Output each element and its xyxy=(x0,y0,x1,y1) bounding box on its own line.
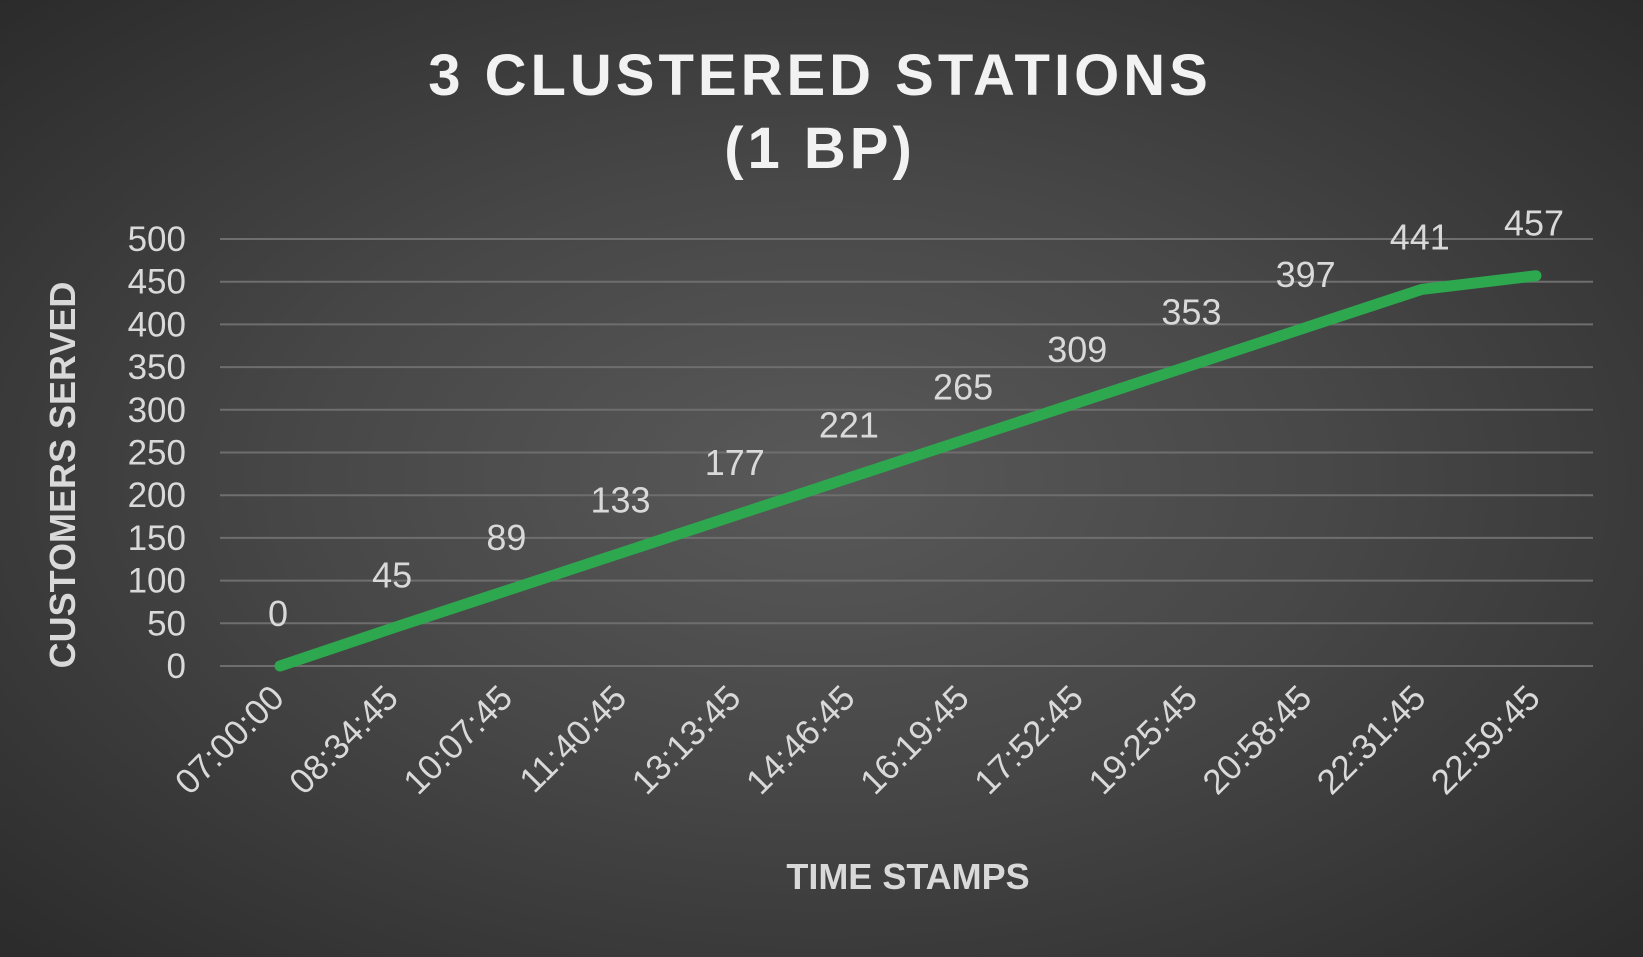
chart-title-line-1: 3 CLUSTERED STATIONS xyxy=(428,43,1212,108)
x-tick-label: 07:00:00 xyxy=(168,678,292,802)
x-tick-label: 20:58:45 xyxy=(1195,678,1319,802)
y-tick-label: 150 xyxy=(128,519,186,558)
x-tick-label: 22:31:45 xyxy=(1310,678,1434,802)
data-label: 457 xyxy=(1504,203,1564,244)
data-label: 177 xyxy=(705,442,765,483)
x-tick-label: 22:59:45 xyxy=(1424,678,1548,802)
data-label: 353 xyxy=(1161,292,1221,333)
data-point xyxy=(1078,401,1081,404)
data-point xyxy=(1535,274,1537,277)
data-point xyxy=(1192,363,1195,366)
x-tick-label: 14:46:45 xyxy=(739,678,863,802)
data-label: 89 xyxy=(486,517,526,558)
data-label: 45 xyxy=(372,555,412,596)
data-point xyxy=(964,438,967,441)
y-tick-label: 50 xyxy=(147,604,186,643)
data-point xyxy=(621,551,624,554)
gridlines xyxy=(220,238,1593,667)
data-point xyxy=(507,588,510,591)
y-tick-label: 0 xyxy=(167,647,186,686)
series-line-layer xyxy=(274,270,1542,672)
series-line xyxy=(274,270,1542,672)
data-label: 265 xyxy=(933,367,993,408)
data-label: 0 xyxy=(268,593,288,634)
y-axis-title: CUSTOMERS SERVED xyxy=(42,282,83,669)
data-point xyxy=(279,665,281,667)
data-labels: 0 45 89 133 177 221 265 309 353 397 441 457 xyxy=(268,203,1564,634)
y-tick-label: 250 xyxy=(128,434,186,473)
x-tick-label: 08:34:45 xyxy=(282,678,406,802)
x-axis-tick-labels: 07:00:0008:34:4510:07:4511:40:4513:13:45… xyxy=(168,678,1548,802)
x-axis-title: TIME STAMPS xyxy=(786,856,1029,897)
x-tick-label: 13:13:45 xyxy=(624,678,748,802)
data-label: 397 xyxy=(1276,254,1336,295)
data-point xyxy=(1306,325,1309,328)
x-tick-label: 17:52:45 xyxy=(967,678,1091,802)
data-label: 309 xyxy=(1047,329,1107,370)
y-tick-label: 350 xyxy=(128,348,186,387)
y-tick-label: 450 xyxy=(128,263,186,302)
y-tick-label: 100 xyxy=(128,562,186,601)
y-tick-label: 300 xyxy=(128,391,186,430)
data-point xyxy=(1420,288,1423,291)
data-point xyxy=(735,513,738,516)
x-tick-label: 11:40:45 xyxy=(512,678,634,800)
data-label: 221 xyxy=(819,404,879,445)
data-label: 133 xyxy=(591,479,651,520)
data-point xyxy=(849,476,852,479)
x-tick-label: 10:07:45 xyxy=(396,678,520,802)
x-tick-label: 16:19:45 xyxy=(853,678,977,802)
x-tick-label: 19:25:45 xyxy=(1081,678,1205,802)
y-tick-label: 500 xyxy=(128,220,186,259)
y-tick-label: 200 xyxy=(128,476,186,515)
chart-title-line-2: (1 BP) xyxy=(724,116,916,181)
data-point xyxy=(393,626,396,629)
data-label: 441 xyxy=(1390,216,1450,257)
y-tick-label: 400 xyxy=(128,305,186,344)
